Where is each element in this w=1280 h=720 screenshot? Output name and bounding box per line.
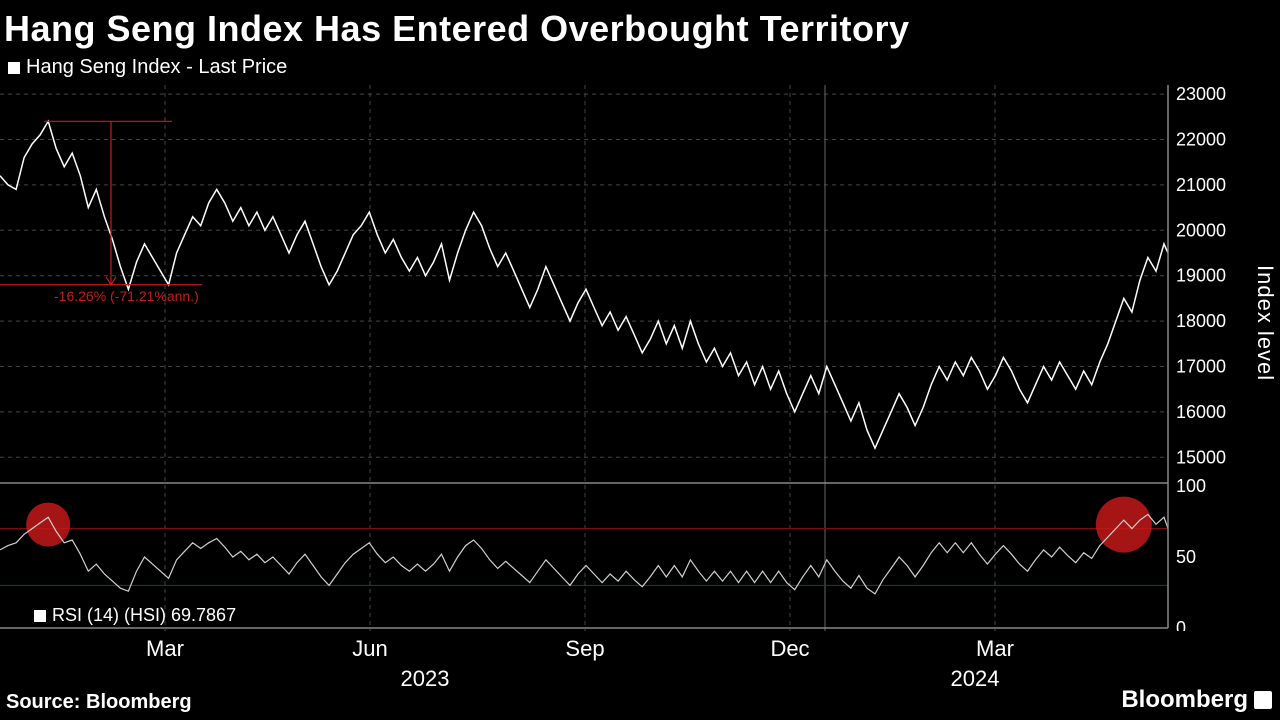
svg-text:20000: 20000 (1176, 220, 1226, 240)
chart-area: -16.26% (-71.21%ann.) RSI (14) (HSI) 69.… (0, 85, 1280, 636)
rsi-legend-label: RSI (14) (HSI) 69.7867 (52, 605, 236, 625)
svg-text:21000: 21000 (1176, 175, 1226, 195)
x-tick-month: Mar (146, 636, 184, 662)
price-legend-label: Hang Seng Index - Last Price (26, 56, 287, 79)
y-axis-label: Index level (1252, 265, 1278, 381)
brand-logo-icon (1254, 691, 1272, 709)
svg-text:17000: 17000 (1176, 356, 1226, 376)
svg-text:18000: 18000 (1176, 311, 1226, 331)
rsi-panel: RSI (14) (HSI) 69.7867 (0, 497, 1168, 625)
x-tick-month: Jun (352, 636, 387, 662)
svg-text:23000: 23000 (1176, 85, 1226, 104)
x-axis: Mar Jun Sep Dec Mar 2023 2024 (0, 636, 1280, 706)
price-y-ticks: 15000 16000 17000 18000 19000 20000 21000 22000… (1176, 85, 1226, 467)
svg-text:15000: 15000 (1176, 447, 1226, 467)
svg-text:22000: 22000 (1176, 129, 1226, 149)
price-panel: -16.26% (-71.21%ann.) (0, 121, 1168, 448)
grid-lines (0, 85, 1168, 631)
price-legend: Hang Seng Index - Last Price (0, 54, 1280, 85)
x-tick-month: Dec (770, 636, 809, 662)
svg-text:16000: 16000 (1176, 402, 1226, 422)
source-label: Source: Bloomberg (6, 691, 192, 714)
chart-title: Hang Seng Index Has Entered Overbought T… (0, 0, 1280, 54)
svg-text:-16.26% (-71.21%ann.): -16.26% (-71.21%ann.) (54, 288, 199, 304)
brand-text: Bloomberg (1121, 686, 1248, 714)
x-tick-year: 2024 (951, 666, 1000, 692)
rsi-y-ticks: 0 50 100 (1176, 476, 1206, 631)
legend-marker-icon (8, 62, 20, 74)
rsi-line (0, 514, 1168, 594)
brand-label: Bloomberg (1121, 686, 1272, 714)
svg-text:0: 0 (1176, 618, 1186, 631)
svg-text:19000: 19000 (1176, 266, 1226, 286)
rsi-legend-marker-icon (34, 610, 46, 622)
svg-text:100: 100 (1176, 476, 1206, 496)
x-tick-month: Sep (565, 636, 604, 662)
rsi-legend: RSI (14) (HSI) 69.7867 (34, 605, 236, 625)
svg-text:50: 50 (1176, 547, 1196, 567)
x-tick-year: 2023 (401, 666, 450, 692)
drawdown-callout: -16.26% (-71.21%ann.) (0, 121, 202, 303)
x-tick-month: Mar (976, 636, 1014, 662)
chart-svg: -16.26% (-71.21%ann.) RSI (14) (HSI) 69.… (0, 85, 1280, 631)
